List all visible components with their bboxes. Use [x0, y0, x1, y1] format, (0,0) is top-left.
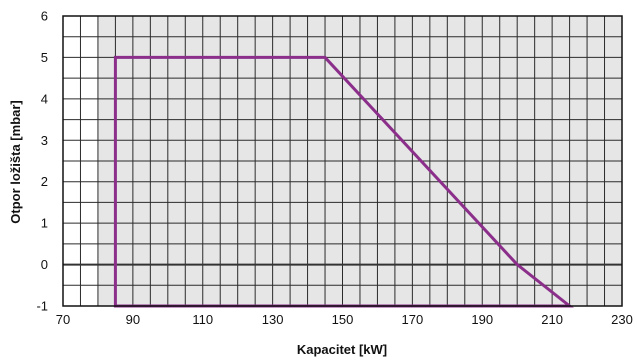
- y-tick-label: 1: [41, 216, 48, 231]
- series-vertex-3: [515, 263, 519, 266]
- x-tick-label: 90: [126, 312, 140, 327]
- series-vertex-1: [114, 56, 117, 59]
- y-tick-label: 6: [41, 9, 48, 24]
- y-tick-labels: 6 5 4 3 2 1 0 -1: [36, 9, 48, 314]
- plot-border: [62, 15, 623, 307]
- x-tick-label: 70: [56, 312, 70, 327]
- x-tick-label: 110: [192, 312, 213, 327]
- y-tick-label: -1: [36, 299, 48, 314]
- x-tick-labels: 70 90 110 130 150 170 190 210 230: [56, 312, 633, 327]
- x-tick-label: 170: [402, 312, 424, 327]
- x-tick-label: 130: [262, 312, 284, 327]
- series-vertex-2: [323, 56, 327, 59]
- x-tick-label: 230: [611, 312, 633, 327]
- x-tick-label: 210: [541, 312, 563, 327]
- plot-frame: [62, 15, 623, 307]
- y-axis-title: Otpor ložišta [mbar]: [8, 100, 23, 224]
- y-tick-label: 3: [41, 133, 48, 148]
- y-tick-label: 5: [41, 50, 48, 65]
- y-tick-label: 0: [41, 257, 48, 272]
- y-tick-label: 4: [41, 91, 48, 106]
- x-tick-label: 150: [332, 312, 354, 327]
- x-axis-title: Kapacitet [kW]: [297, 342, 387, 357]
- y-tick-label: 2: [41, 174, 48, 189]
- x-tick-label: 190: [471, 312, 493, 327]
